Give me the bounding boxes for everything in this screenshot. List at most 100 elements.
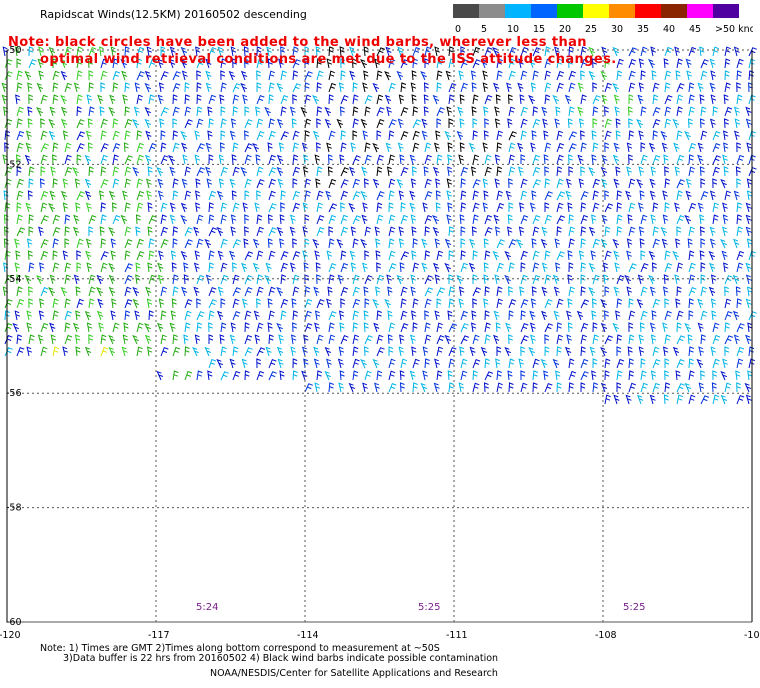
wind-barb <box>735 370 741 381</box>
wind-barb <box>471 82 477 93</box>
wind-barb <box>613 286 620 297</box>
wind-barb <box>496 190 503 201</box>
wind-barb <box>28 286 33 297</box>
wind-barb <box>4 322 13 333</box>
wind-barb <box>264 274 271 285</box>
wind-barb <box>84 346 92 357</box>
wind-barb <box>711 382 717 393</box>
wind-barb <box>724 310 733 321</box>
wind-barb <box>220 166 228 177</box>
wind-barb <box>616 70 623 81</box>
wind-barb <box>339 46 345 57</box>
wind-barb <box>136 71 145 81</box>
wind-barb <box>601 154 608 165</box>
wind-barb <box>591 154 597 165</box>
wind-barb <box>568 70 576 81</box>
wind-barb <box>496 239 505 249</box>
wind-barb <box>136 94 143 105</box>
wind-barb <box>723 262 729 273</box>
wind-barb <box>324 106 331 117</box>
wind-barb <box>16 178 24 189</box>
wind-barb <box>124 250 131 261</box>
wind-barb <box>712 142 721 153</box>
wind-barb <box>62 346 68 357</box>
wind-barb <box>146 190 152 201</box>
wind-barb <box>460 166 468 177</box>
wind-barb <box>52 142 59 153</box>
wind-barb <box>268 130 276 141</box>
wind-barb <box>460 46 466 57</box>
wind-barb <box>520 154 526 164</box>
wind-barb <box>4 178 12 189</box>
legend-label: 0 <box>455 24 461 34</box>
wind-barb <box>688 358 694 369</box>
wind-barb <box>76 143 85 153</box>
wind-barb <box>687 118 693 129</box>
wind-barb <box>64 298 71 309</box>
wind-barb <box>302 202 309 213</box>
wind-barb <box>292 190 301 201</box>
wind-barb <box>158 82 165 93</box>
wind-barb <box>640 310 648 321</box>
wind-barb <box>96 274 103 285</box>
wind-barb <box>720 370 727 381</box>
wind-barb <box>648 250 656 261</box>
wind-barb <box>169 58 176 69</box>
wind-barb <box>592 142 599 153</box>
wind-barb <box>604 130 612 141</box>
wind-barb <box>568 131 578 141</box>
wind-barb <box>48 46 56 57</box>
wind-barb <box>111 298 117 309</box>
wind-barb <box>16 227 26 237</box>
wind-barb <box>278 58 284 69</box>
wind-barb <box>675 370 681 381</box>
wind-barb <box>397 118 404 129</box>
wind-barb <box>580 299 590 309</box>
wind-barb <box>136 142 144 153</box>
wind-barb <box>568 214 574 225</box>
wind-barb <box>181 70 188 81</box>
wind-barb <box>52 262 60 273</box>
wind-barb <box>314 322 320 333</box>
wind-barb <box>208 299 217 309</box>
wind-barb <box>328 238 335 249</box>
wind-barb <box>229 334 236 345</box>
wind-barb <box>85 202 92 213</box>
wind-barb <box>232 83 241 93</box>
wind-barb <box>313 286 320 297</box>
wind-barb <box>388 202 394 213</box>
wind-barb <box>244 334 253 345</box>
wind-barb <box>280 250 289 261</box>
wind-barb <box>543 130 549 141</box>
wind-barb <box>172 190 179 201</box>
wind-barb <box>556 166 563 177</box>
wind-barb <box>746 142 752 153</box>
wind-barb <box>316 58 322 69</box>
wind-barb <box>352 346 359 357</box>
wind-barb <box>373 322 380 333</box>
wind-barb <box>376 70 383 81</box>
wind-barb <box>518 358 524 369</box>
wind-barb <box>400 298 407 309</box>
wind-barb <box>531 130 537 141</box>
wind-barb <box>697 154 704 165</box>
wind-barb <box>399 382 405 393</box>
wind-barb <box>662 286 669 297</box>
wind-barb <box>676 383 685 393</box>
wind-barb <box>436 370 443 381</box>
wind-barb <box>337 358 344 369</box>
wind-barb <box>64 166 73 177</box>
wind-barb <box>592 190 599 201</box>
wind-barb <box>292 322 297 333</box>
wind-barb <box>280 94 289 105</box>
wind-barb <box>484 154 492 165</box>
wind-barb <box>15 154 21 165</box>
wind-barb <box>193 262 200 273</box>
red-note: Note: black circles have been added to t… <box>8 34 617 68</box>
wind-barb <box>144 322 151 333</box>
wind-barb <box>100 214 107 225</box>
wind-barb <box>314 382 321 393</box>
wind-barb <box>508 58 516 69</box>
wind-barb <box>16 346 25 357</box>
wind-barb <box>24 154 32 165</box>
